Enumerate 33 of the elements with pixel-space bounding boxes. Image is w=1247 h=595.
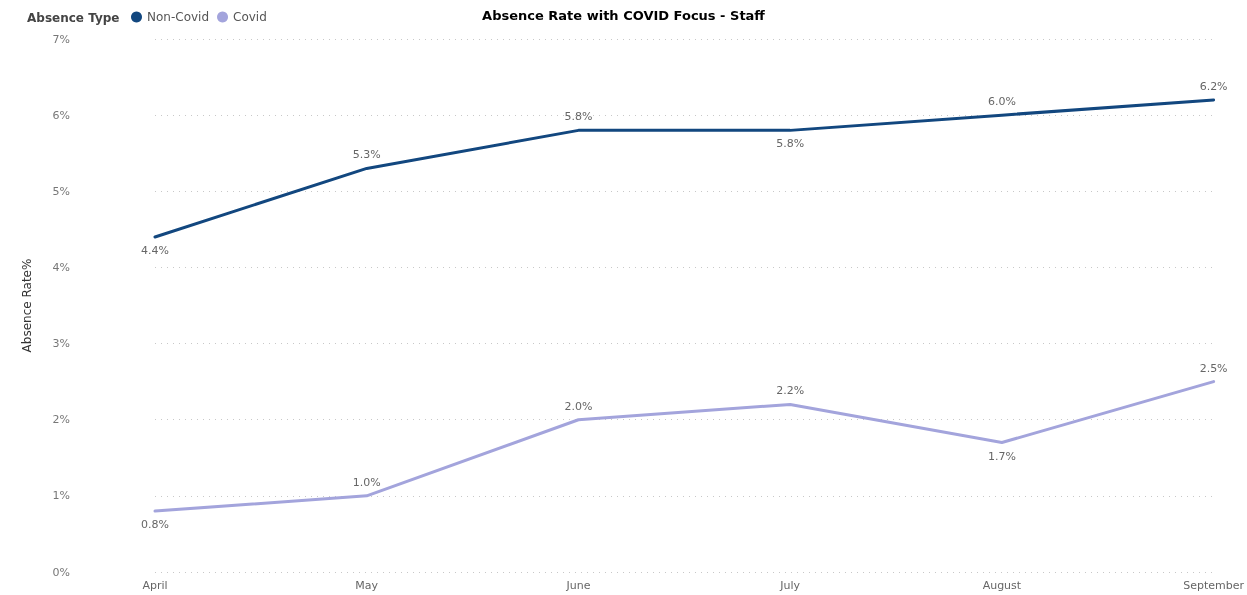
data-label: 2.2% [776, 384, 805, 398]
x-tick-label: August [982, 579, 1022, 592]
x-tick-label: September [1183, 579, 1245, 592]
y-tick-label: 7% [52, 32, 70, 46]
chart-title: Absence Rate with COVID Focus - Staff [482, 8, 766, 23]
y-tick-label: 1% [52, 489, 70, 503]
line-series [153, 98, 1216, 239]
data-label: 5.3% [352, 148, 381, 162]
y-axis-title: Absence Rate% [20, 258, 34, 353]
y-tick-label: 4% [52, 260, 70, 274]
data-label: 2.5% [1199, 361, 1228, 375]
y-tick-label: 0% [52, 565, 70, 579]
data-label: 1.7% [987, 449, 1016, 463]
line-series [153, 380, 1216, 513]
y-tick-label: 2% [52, 413, 70, 427]
y-tick-label: 5% [52, 184, 70, 198]
data-label: 0.8% [141, 518, 169, 532]
y-tick-label: 3% [52, 337, 70, 351]
legend-title: Absence Type [27, 11, 120, 25]
data-label: 1.0% [352, 475, 381, 489]
data-label: 6.0% [987, 95, 1016, 109]
legend-label: Non-Covid [147, 10, 210, 24]
x-tick-label: June [565, 579, 591, 592]
x-tick-label: May [355, 579, 379, 592]
data-label: 6.2% [1199, 79, 1228, 93]
x-tick-label: July [779, 579, 801, 592]
data-label: 4.4% [141, 243, 169, 257]
x-tick-label: April [142, 579, 168, 592]
data-label: 2.0% [564, 399, 593, 413]
data-label: 5.8% [776, 137, 805, 151]
legend-label: Covid [233, 10, 267, 24]
y-tick-label: 6% [52, 108, 70, 122]
data-label: 5.8% [564, 110, 593, 124]
